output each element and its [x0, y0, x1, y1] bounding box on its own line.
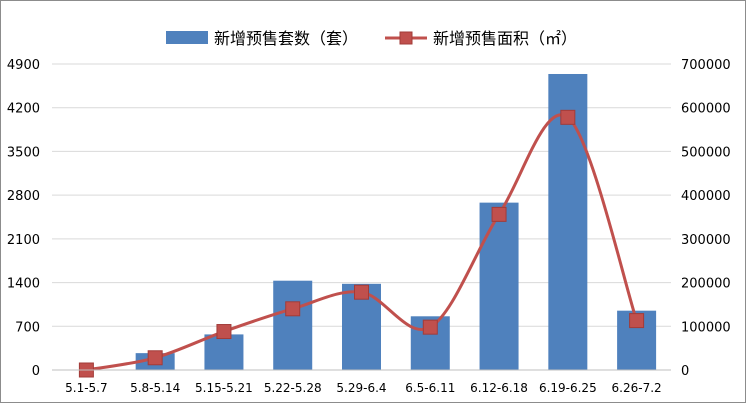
bar [479, 202, 519, 370]
legend-swatch-bar [166, 31, 208, 44]
x-tick-label: 6.12-6.18 [470, 381, 528, 395]
line-marker [216, 324, 232, 340]
x-tick-label: 5.22-5.28 [264, 381, 322, 395]
y-left-tick-label: 2800 [7, 189, 40, 204]
line-marker [422, 319, 438, 335]
legend-swatch-marker [399, 31, 413, 45]
y-left-tick-label: 700 [15, 320, 40, 335]
bar [204, 334, 244, 370]
line-marker [491, 206, 507, 222]
y-right-tick-label: 700000 [681, 58, 731, 73]
line-marker [629, 313, 645, 329]
legend-label-line: 新增预售面积（㎡） [433, 29, 577, 48]
axes: 0 700 1400 2100 2800 3500 4200 4900 0 100000 20000… [7, 58, 731, 395]
line-marker [354, 284, 369, 300]
y-right-tick-label: 0 [681, 364, 689, 379]
y-right-tick-label: 100000 [681, 320, 731, 335]
y-left-tick-label: 0 [32, 364, 40, 379]
x-tick-label: 5.15-5.21 [195, 381, 253, 395]
x-tick-label: 6.26-7.2 [612, 381, 662, 395]
line-marker [147, 350, 163, 366]
y-right-tick-label: 600000 [681, 102, 731, 117]
y-left-tick-label: 3500 [7, 145, 40, 160]
y-left-tick-label: 2100 [7, 233, 40, 248]
y-left-tick-label: 1400 [7, 277, 40, 292]
x-tick-label: 5.8-5.14 [130, 381, 180, 395]
line-marker [285, 301, 301, 317]
x-tick-label: 5.29-6.4 [336, 381, 386, 395]
line-series [78, 109, 645, 378]
bar-series [135, 73, 657, 371]
line-marker [560, 109, 576, 125]
legend: 新增预售套数（套） 新增预售面积（㎡） [166, 29, 577, 48]
legend-label-bar: 新增预售套数（套） [214, 29, 358, 48]
x-tick-label: 5.1-5.7 [65, 381, 108, 395]
x-tick-label: 6.5-6.11 [405, 381, 455, 395]
y-right-tick-label: 300000 [681, 233, 731, 248]
x-tick-label: 6.19-6.25 [539, 381, 597, 395]
bar [273, 280, 313, 370]
y-right-tick-label: 400000 [681, 189, 731, 204]
y-right-tick-label: 500000 [681, 145, 731, 160]
y-right-tick-label: 200000 [681, 277, 731, 292]
y-left-tick-label: 4900 [7, 58, 40, 73]
y-left-tick-label: 4200 [7, 102, 40, 117]
